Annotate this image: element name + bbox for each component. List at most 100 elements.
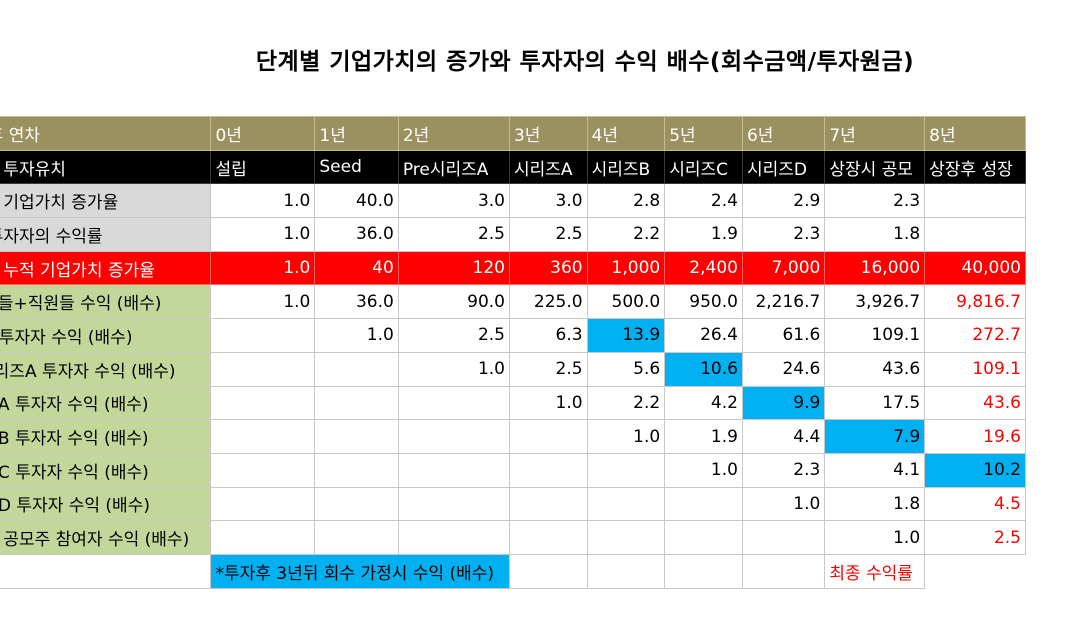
table-cell: [210, 419, 316, 454]
table-row: 시리즈A 투자자 수익 (배수) 1.0 2.2 4.2 9.9 17.5 43…: [0, 385, 1026, 421]
table-cell: [741, 520, 826, 555]
table-cell: 120: [397, 250, 510, 286]
table-cell: 2.2: [586, 385, 666, 421]
table-cell: [664, 520, 743, 555]
table-cell: [314, 351, 399, 387]
table-cell: 3.0: [508, 183, 588, 219]
footer-note: *투자후 3년뒤 회수 가정시 수익 (배수): [210, 553, 510, 589]
table-cell: 2,216.7: [741, 284, 826, 320]
table-row: 상장시 공모주 참여자 수익 (배수) 1.0 2.5: [0, 520, 1026, 555]
table-cell: 360: [508, 250, 588, 286]
stage-cell: 시리즈A: [508, 149, 588, 185]
row-label: 시리즈A 투자자 수익 (배수): [0, 385, 212, 421]
table-row: 신규 투자자의 수익률 1.0 36.0 2.5 2.5 2.2 1.9 2.3…: [0, 217, 1026, 252]
footer-blank-cell: [741, 553, 826, 589]
table-cell: 1.0: [210, 217, 316, 252]
table-cell: 2.4: [664, 183, 743, 219]
table-cell: 2.3: [741, 217, 826, 252]
year-header-label: 투자 후 연차: [0, 116, 212, 151]
table-cell: 7,000: [741, 250, 826, 286]
table-cell: 36.0: [314, 217, 399, 252]
table-cell: 2.9: [741, 183, 826, 219]
table-cell: 1.8: [824, 486, 926, 522]
highlight-cell: 10.6: [664, 351, 743, 387]
final-return-cell: 272.7: [924, 318, 1026, 353]
year-header-cell: 0년: [210, 116, 316, 151]
table-cell: [664, 486, 743, 522]
year-header-cell: 7년: [824, 116, 926, 151]
stage-cell: 시리즈C: [664, 149, 743, 185]
table-row: 시리즈B 투자자 수익 (배수) 1.0 1.9 4.4 7.9 19.6: [0, 419, 1026, 454]
year-header-cell: 1년: [314, 116, 399, 151]
cumulative-row: 단계별 누적 기업가치 증가율 1.0 40 120 360 1,000 2,4…: [0, 250, 1026, 286]
table-cell: [314, 385, 399, 421]
table-cell: 225.0: [508, 284, 588, 320]
table-cell: 1.0: [397, 351, 510, 387]
table-cell: [210, 385, 316, 421]
table-cell: [397, 486, 510, 522]
stage-cell: 시리즈D: [741, 149, 826, 185]
year-header-cell: 6년: [741, 116, 826, 151]
table-cell: 40: [314, 250, 399, 286]
table-cell: 36.0: [314, 284, 399, 320]
table-cell: 950.0: [664, 284, 743, 320]
highlight-cell: 10.2: [924, 452, 1026, 488]
table-cell: [586, 520, 666, 555]
table-cell: 6.3: [508, 318, 588, 353]
table-cell: 1.0: [210, 284, 316, 320]
table-cell: 40.0: [314, 183, 399, 219]
final-return-cell: 9,816.7: [924, 284, 1026, 320]
year-header-cell: 2년: [397, 116, 510, 151]
highlight-cell: 7.9: [824, 419, 926, 454]
table-cell: [508, 486, 588, 522]
row-label: Seed 투자자 수익 (배수): [0, 318, 212, 353]
row-label: Pre시리즈A 투자자 수익 (배수): [0, 351, 212, 387]
year-header-row: 투자 후 연차 0년 1년 2년 3년 4년 5년 6년 7년 8년: [0, 116, 1026, 151]
table-cell: [210, 452, 316, 488]
table-cell: 24.6: [741, 351, 826, 387]
stage-cell: 설립: [210, 149, 316, 185]
final-return-cell: 4.5: [924, 486, 1026, 522]
table-cell: 1.0: [824, 520, 926, 555]
table-cell: 2.5: [508, 351, 588, 387]
final-return-cell: 109.1: [924, 351, 1026, 387]
table-cell: [508, 419, 588, 454]
footer-blank-cell: [0, 553, 212, 589]
row-label: 단계별 누적 기업가치 증가율: [0, 250, 212, 286]
table-cell: 17.5: [824, 385, 926, 421]
row-label: 신규 투자자의 수익률: [0, 217, 212, 252]
row-label: 시리즈C 투자자 수익 (배수): [0, 452, 212, 488]
stage-cell: 상장후 성장: [924, 149, 1026, 185]
table-cell: [586, 486, 666, 522]
year-header-cell: 8년: [924, 116, 1026, 151]
footer-blank-cell: [508, 553, 588, 589]
table-row: 창업자들+직원들 수익 (배수) 1.0 36.0 90.0 225.0 500…: [0, 284, 1026, 320]
final-return-label: 최종 수익률: [824, 553, 926, 589]
table-cell: 26.4: [664, 318, 743, 353]
table-cell: 16,000: [824, 250, 926, 286]
stage-row: 단계별 투자유치 설립 Seed Pre시리즈A 시리즈A 시리즈B 시리즈C …: [0, 149, 1026, 185]
table-cell: [210, 520, 316, 555]
table-cell: 1,000: [586, 250, 666, 286]
table-cell: [397, 419, 510, 454]
highlight-cell: 9.9: [741, 385, 826, 421]
table-row: Seed 투자자 수익 (배수) 1.0 2.5 6.3 13.9 26.4 6…: [0, 318, 1026, 353]
row-label: 시리즈D 투자자 수익 (배수): [0, 486, 212, 522]
table-cell: 2.2: [586, 217, 666, 252]
table-cell: 43.6: [824, 351, 926, 387]
row-label: 단계별 기업가치 증가율: [0, 183, 212, 219]
year-header-cell: 3년: [508, 116, 588, 151]
table-cell: 1.8: [824, 217, 926, 252]
table-cell: [586, 452, 666, 488]
table-row: 단계별 기업가치 증가율 1.0 40.0 3.0 3.0 2.8 2.4 2.…: [0, 183, 1026, 219]
table-cell: 2.5: [508, 217, 588, 252]
table-cell: [397, 385, 510, 421]
year-header-cell: 4년: [586, 116, 666, 151]
stage-cell: Seed: [314, 149, 399, 185]
table-cell: [210, 486, 316, 522]
table-cell: 3,926.7: [824, 284, 926, 320]
table-cell: [397, 520, 510, 555]
table-cell: 4.4: [741, 419, 826, 454]
footer-blank-cell: [586, 553, 666, 589]
table-cell: 1.0: [508, 385, 588, 421]
